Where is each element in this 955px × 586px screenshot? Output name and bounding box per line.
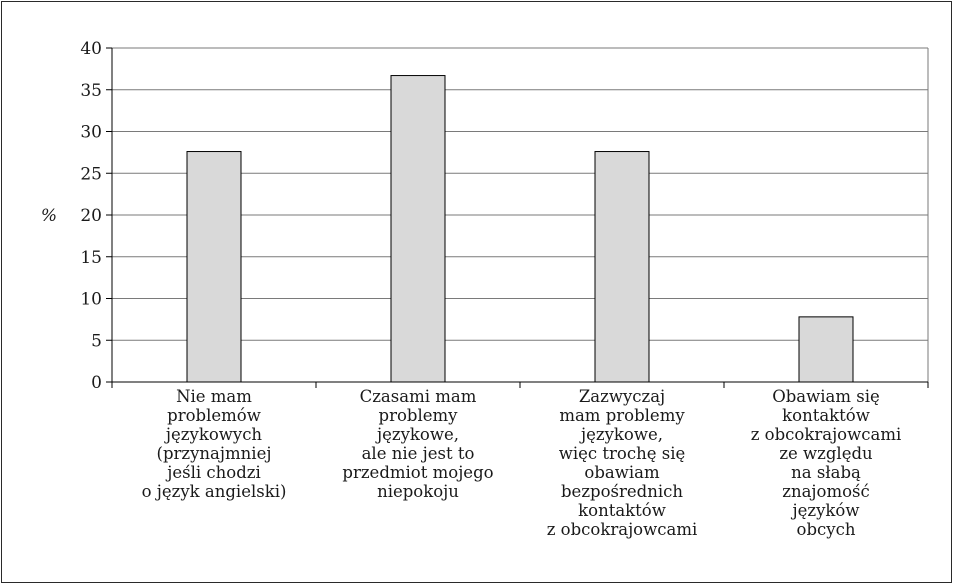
y-tick-label: 20 bbox=[80, 206, 102, 226]
y-tick-label: 5 bbox=[91, 331, 102, 351]
axes: 0 5 10 15 20 25 30 35 40 bbox=[80, 39, 929, 393]
y-tick-label: 0 bbox=[91, 373, 102, 393]
y-tick-label: 15 bbox=[80, 248, 102, 268]
bar bbox=[594, 151, 650, 383]
bar bbox=[186, 151, 242, 383]
y-tick-label: 35 bbox=[80, 81, 102, 101]
y-tick-label: 25 bbox=[80, 164, 102, 184]
bar bbox=[798, 316, 854, 383]
x-category-label: Obawiam się kontaktów z obcokrajowcami z… bbox=[750, 387, 902, 539]
x-category-label: Nie mam problemów językowych (przynajmni… bbox=[141, 387, 287, 501]
x-category-label: Zazwyczaj mam problemy językowe, więc tr… bbox=[546, 387, 698, 539]
y-axis-label: % bbox=[41, 206, 57, 226]
bars bbox=[186, 75, 854, 383]
x-category-label: Czasami mam problemy językowe, ale nie j… bbox=[342, 387, 494, 501]
y-tick-label: 10 bbox=[80, 290, 102, 310]
y-tick-label: 40 bbox=[80, 39, 102, 59]
y-tick-label: 30 bbox=[80, 123, 102, 143]
bar bbox=[390, 75, 446, 383]
